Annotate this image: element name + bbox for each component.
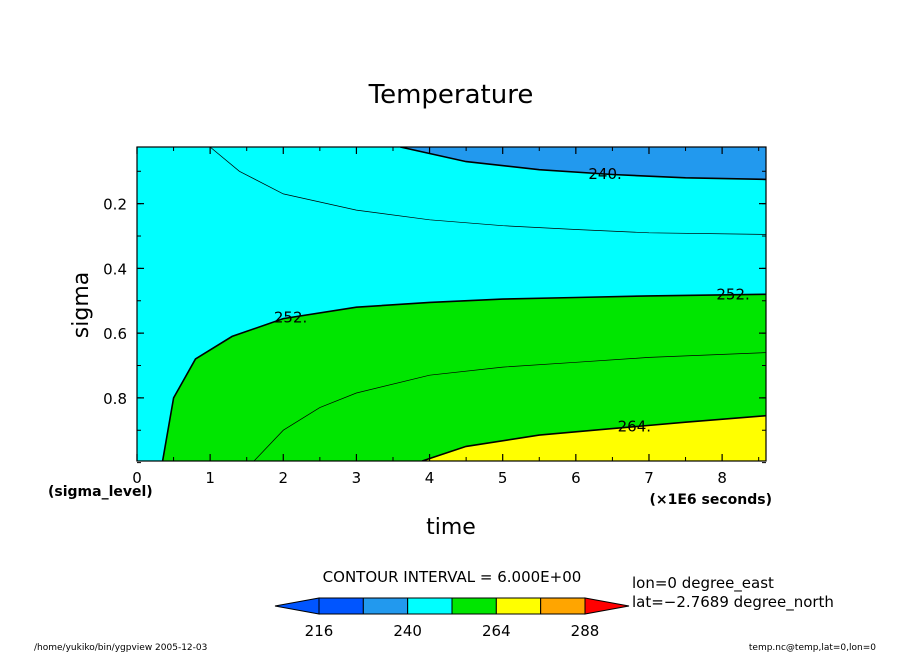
x-tick-label: 7: [644, 469, 654, 487]
x-tick-label: 0: [132, 469, 142, 487]
y-axis-label: sigma: [69, 272, 94, 338]
colorbar-tick-label: 264: [482, 622, 511, 640]
colorbar-band: [451, 597, 497, 615]
contour-interval-text: CONTOUR INTERVAL = 6.000E+00: [323, 568, 582, 586]
x-axis-label: time: [426, 515, 476, 540]
colorbar-band: [318, 597, 364, 615]
fill-band-252-264: [162, 294, 766, 461]
y-tick-label: 0.4: [103, 260, 127, 278]
colorbar-low-arrow: [274, 597, 320, 615]
lat-annotation: lat=−2.7689 degree_north: [632, 593, 834, 612]
contour-line-264: [421, 414, 766, 461]
y-axis-ticks: 0.2 0.4 0.6 0.8: [103, 170, 766, 464]
fill-band-234-240: [400, 147, 766, 180]
x-tick-label: 8: [717, 469, 727, 487]
lon-annotation: lon=0 degree_east: [632, 574, 774, 593]
colorbar-tick-label: 288: [571, 622, 600, 640]
x-axis-ticks: 0 1 2 3 4 5 6 7 8: [132, 147, 760, 487]
x-tick-label: 2: [279, 469, 289, 487]
colorbar-band: [362, 597, 409, 615]
x-units-note: (×1E6 seconds): [649, 492, 772, 508]
color-scale-bar: 216 240 264 288: [274, 597, 630, 640]
colorbar-band: [540, 597, 586, 615]
colorbar-band: [495, 597, 542, 615]
x-tick-label: 1: [205, 469, 215, 487]
contour-label-252-right: 252.: [716, 285, 749, 303]
y-tick-label: 0.2: [103, 196, 127, 214]
contour-line-246: [209, 147, 766, 235]
colorbar-band: [407, 597, 453, 615]
contour-label-240: 240.: [588, 165, 621, 183]
colorbar-tick-label: 216: [305, 622, 334, 640]
contour-labels: 240. 252. 252. 264.: [274, 165, 750, 436]
contour-line-258: [253, 352, 766, 461]
plot-frame: [136, 146, 767, 462]
colorbar-high-arrow: [584, 597, 630, 615]
y-units-note: (sigma_level): [48, 484, 153, 500]
y-tick-label: 0.6: [103, 325, 127, 343]
colorbar-tick-label: 240: [393, 622, 422, 640]
contour-line-240: [400, 147, 766, 181]
x-tick-label: 5: [498, 469, 508, 487]
footer-left: /home/yukiko/bin/ygpview 2005-12-03: [34, 643, 207, 653]
contour-label-252: 252.: [274, 308, 307, 326]
x-tick-label: 4: [425, 469, 435, 487]
footer-right: temp.nc@temp,lat=0,lon=0: [749, 643, 876, 653]
contour-line-252: [161, 293, 766, 461]
x-tick-label: 3: [352, 469, 362, 487]
contour-fill-regions: [137, 147, 766, 461]
x-tick-label: 6: [571, 469, 581, 487]
fill-band-264-276: [422, 415, 766, 461]
chart-title: Temperature: [368, 80, 534, 110]
contour-label-264: 264.: [618, 418, 651, 436]
y-tick-label: 0.8: [103, 390, 127, 408]
contour-lines: [161, 147, 766, 461]
